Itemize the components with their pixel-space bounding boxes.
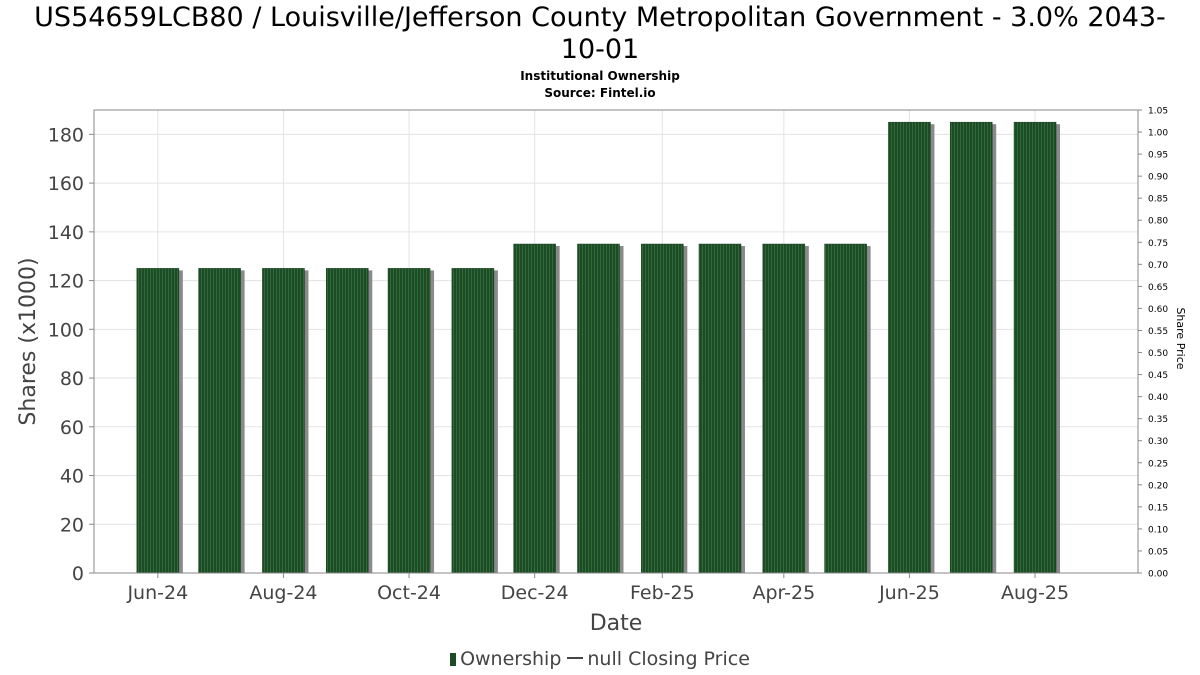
ownership-legend-label: Ownership	[460, 648, 562, 670]
y2-tick-label: 0.15	[1148, 503, 1168, 513]
y2-tick-label: 0.55	[1148, 327, 1168, 337]
x-tick-label: Aug-25	[1001, 582, 1069, 604]
y2-tick-label: 0.45	[1148, 371, 1168, 381]
ownership-bar	[888, 121, 931, 574]
ownership-bar	[136, 268, 180, 574]
ownership-legend-swatch	[450, 653, 457, 666]
y2-tick-label: 0.85	[1148, 195, 1168, 205]
y-tick-label: 180	[48, 124, 84, 146]
chart-title-line1: US54659LCB80 / Louisville/Jefferson Coun…	[34, 2, 1166, 33]
y2-tick-label: 0.05	[1148, 547, 1168, 557]
x-tick-label: Aug-24	[249, 582, 317, 604]
y-tick-label: 160	[48, 173, 84, 195]
y2-tick-label: 0.70	[1148, 261, 1168, 271]
y-tick-label: 20	[60, 514, 84, 536]
y-tick-label: 100	[48, 319, 84, 341]
chart-legend: Ownership null Closing Price	[0, 647, 1200, 671]
ownership-bar	[698, 243, 742, 574]
y2-tick-label: 0.25	[1148, 459, 1168, 469]
chart-subtitle: Institutional Ownership	[520, 69, 680, 83]
ownership-bar	[824, 243, 867, 574]
ownership-bar	[387, 268, 431, 574]
y2-tick-label: 0.75	[1148, 239, 1168, 249]
y2-axis-title: Share Price	[1174, 307, 1187, 369]
x-tick-label: Apr-25	[752, 582, 815, 604]
ownership-bar	[949, 121, 993, 574]
price-legend-label: null Closing Price	[587, 648, 750, 670]
y2-tick-label: 0.30	[1148, 437, 1168, 447]
y2-tick-label: 0.20	[1148, 481, 1168, 491]
y-tick-label: 60	[60, 417, 84, 439]
y-axis-title: Shares (x1000)	[16, 257, 41, 425]
ownership-bar	[641, 243, 684, 574]
y2-tick-label: 0.60	[1148, 305, 1168, 315]
chart-source: Source: Fintel.io	[544, 86, 656, 100]
chart-title-line2: 10-01	[560, 34, 640, 65]
y2-tick-label: 0.65	[1148, 283, 1168, 293]
y2-tick-label: 0.00	[1148, 570, 1168, 580]
y2-tick-label: 1.05	[1148, 107, 1168, 117]
y2-tick-label: 0.80	[1148, 217, 1168, 227]
ownership-bar	[198, 268, 241, 574]
y-tick-label: 140	[48, 222, 84, 244]
price-legend-swatch	[567, 657, 584, 659]
x-tick-label: Feb-25	[630, 582, 695, 604]
ownership-bar	[326, 268, 369, 574]
y-tick-label: 120	[48, 271, 84, 293]
y2-tick-label: 1.00	[1148, 129, 1168, 139]
ownership-bar	[451, 268, 495, 574]
y-tick-label: 80	[60, 368, 84, 390]
y2-tick-label: 0.40	[1148, 393, 1168, 403]
ownership-bar	[513, 243, 556, 574]
chart-title: US54659LCB80 / Louisville/Jefferson Coun…	[0, 2, 1200, 66]
plot-frame	[93, 109, 1139, 574]
x-tick-label: Jun-24	[126, 582, 188, 604]
y2-tick-label: 0.95	[1148, 151, 1168, 161]
x-tick-label: Oct-24	[377, 582, 441, 604]
x-tick-label: Jun-25	[878, 582, 940, 604]
y-tick-label: 0	[72, 563, 84, 585]
ownership-bar	[262, 268, 305, 574]
ownership-bar	[1013, 121, 1057, 574]
y2-tick-label: 0.10	[1148, 525, 1168, 535]
y2-tick-label: 0.35	[1148, 415, 1168, 425]
y2-tick-label: 0.50	[1148, 349, 1168, 359]
x-tick-label: Dec-24	[501, 582, 569, 604]
ownership-bar	[577, 243, 620, 574]
ownership-bar	[762, 243, 806, 574]
y2-tick-label: 0.90	[1148, 173, 1168, 183]
y-tick-label: 40	[60, 466, 84, 488]
x-axis-title: Date	[590, 611, 643, 636]
